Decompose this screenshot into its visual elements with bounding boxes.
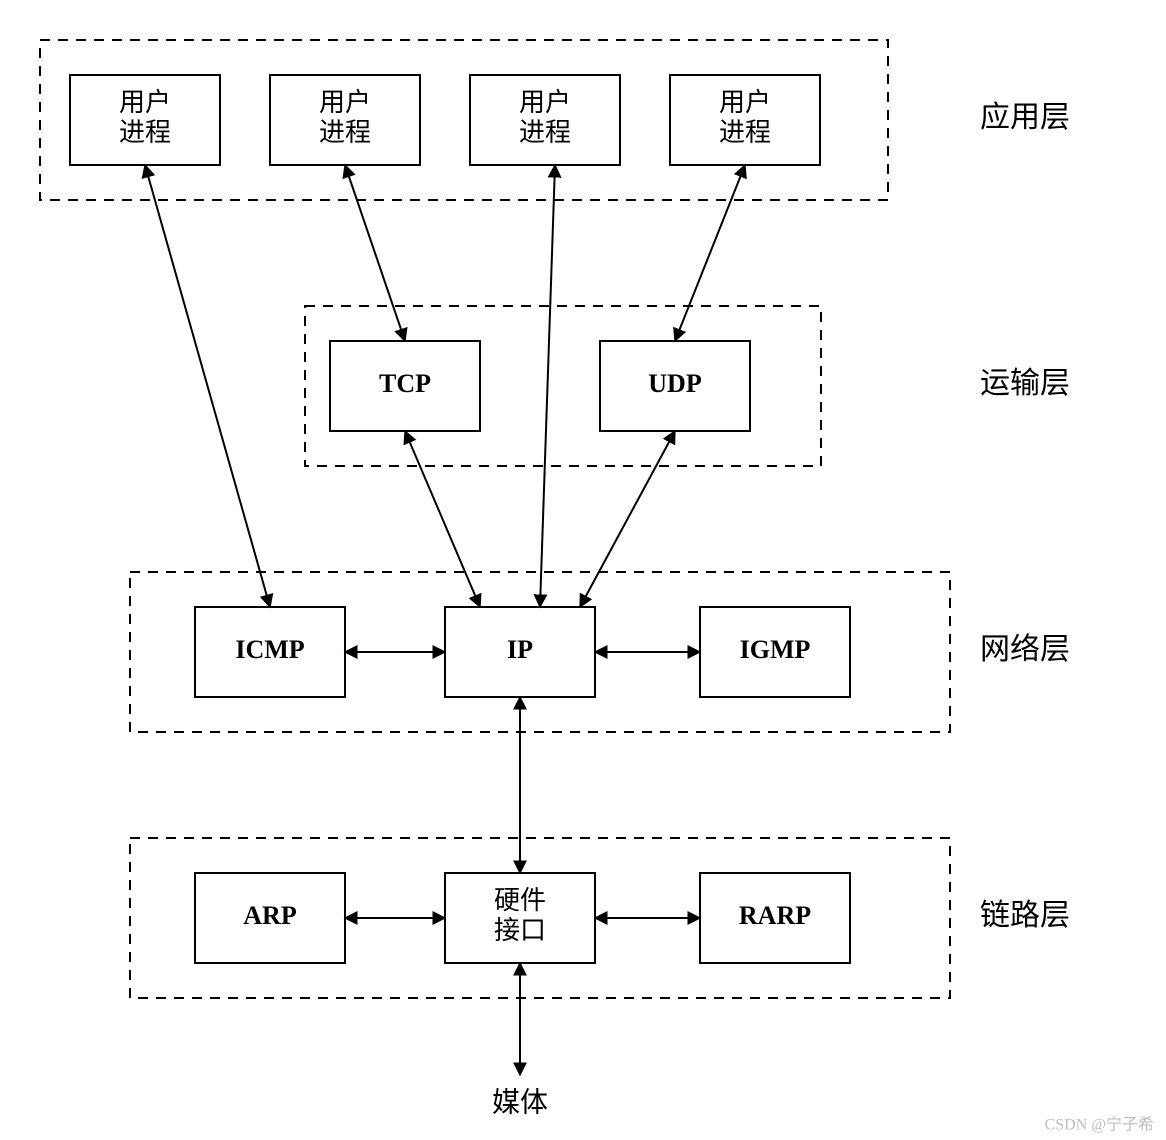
node-label-u4-1: 进程: [719, 118, 771, 147]
node-u1: 用户进程: [70, 75, 220, 165]
node-label-u3-0: 用户: [519, 88, 571, 117]
network-layers-diagram: 应用层运输层网络层链路层用户进程用户进程用户进程用户进程TCPUDPICMPIP…: [0, 0, 1166, 1140]
node-igmp: IGMP: [700, 607, 850, 697]
node-u3: 用户进程: [470, 75, 620, 165]
diagram-root: 应用层运输层网络层链路层用户进程用户进程用户进程用户进程TCPUDPICMPIP…: [0, 0, 1166, 1140]
layer-label-network: 网络层: [980, 633, 1070, 666]
node-label-udp-0: UDP: [648, 369, 702, 398]
node-label-ip-0: IP: [507, 635, 533, 664]
node-label-u1-0: 用户: [119, 88, 171, 117]
node-arp: ARP: [195, 873, 345, 963]
layer-label-transport: 运输层: [980, 367, 1070, 400]
node-label-rarp-0: RARP: [739, 901, 811, 930]
node-u2: 用户进程: [270, 75, 420, 165]
node-label-u4-0: 用户: [719, 88, 771, 117]
node-udp: UDP: [600, 341, 750, 431]
node-u4: 用户进程: [670, 75, 820, 165]
node-ip: IP: [445, 607, 595, 697]
node-label-u2-0: 用户: [319, 88, 371, 117]
layer-label-app: 应用层: [980, 101, 1070, 134]
node-label-icmp-0: ICMP: [235, 635, 304, 664]
layer-label-link: 链路层: [980, 899, 1070, 932]
node-label-u2-1: 进程: [319, 118, 371, 147]
node-label-u3-1: 进程: [519, 118, 571, 147]
node-label-hw-1: 接口: [494, 916, 546, 945]
node-label-igmp-0: IGMP: [740, 635, 811, 664]
node-label-u1-1: 进程: [119, 118, 171, 147]
media-label: 媒体: [492, 1086, 548, 1118]
node-label-arp-0: ARP: [243, 901, 297, 930]
node-rarp: RARP: [700, 873, 850, 963]
node-label-tcp-0: TCP: [379, 369, 431, 398]
watermark: CSDN @宁子希: [1045, 1116, 1154, 1134]
node-icmp: ICMP: [195, 607, 345, 697]
node-label-hw-0: 硬件: [494, 886, 546, 915]
node-hw: 硬件接口: [445, 873, 595, 963]
node-tcp: TCP: [330, 341, 480, 431]
